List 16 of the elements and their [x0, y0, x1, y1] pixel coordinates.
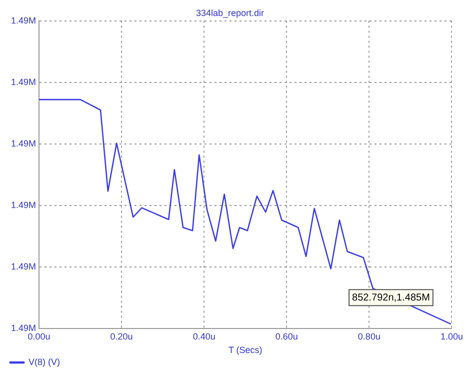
x-tick-label: 0.80u: [358, 331, 380, 342]
y-tick-label: 1.49M: [11, 261, 36, 272]
y-tick-label: 1.49M: [11, 76, 36, 87]
y-tick-label: 1.49M: [11, 15, 36, 26]
y-tick-label: 1.49M: [11, 322, 36, 333]
x-tick-label: 0.40u: [192, 331, 216, 342]
x-tick-label: 1.00u: [440, 331, 464, 342]
y-tick-label: 1.49M: [11, 138, 36, 148]
x-axis-title: T (Secs): [228, 345, 262, 356]
x-tick-label: 0.00u: [28, 331, 50, 342]
annotation: 852.792n,1.485M: [352, 292, 430, 304]
x-tick-label: 0.20u: [110, 331, 133, 342]
x-tick-label: 0.60u: [275, 331, 298, 342]
legend-label: V(8) (V): [28, 356, 60, 367]
y-tick-label: 1.49M: [11, 200, 36, 210]
chart-title: 334lab_report.dir: [196, 8, 264, 18]
